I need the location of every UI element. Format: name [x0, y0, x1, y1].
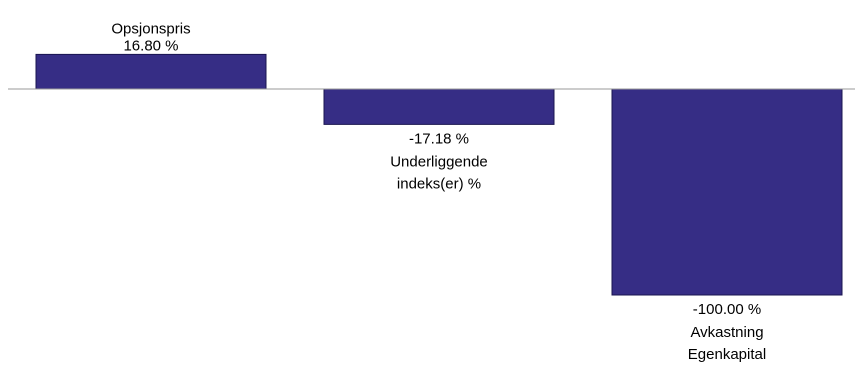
category-label-3: Egenkapital [688, 346, 766, 363]
bar-1 [35, 53, 267, 90]
value-label-2: -17.18 % [409, 130, 469, 147]
value-label-3: -100.00 % [693, 301, 761, 318]
category-label-2: Underliggende [390, 153, 488, 170]
bar-3 [611, 88, 843, 296]
category-label-2: indeks(er) % [397, 175, 481, 192]
category-label-3: Avkastning [690, 324, 763, 341]
value-label-1: 16.80 % [123, 37, 178, 54]
bar-2 [323, 88, 555, 125]
category-label-1: Opsjonspris [111, 20, 190, 37]
